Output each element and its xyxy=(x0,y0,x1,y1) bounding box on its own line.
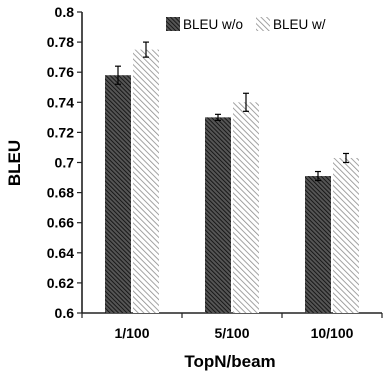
x-tick-label: 5/100 xyxy=(214,325,249,341)
error-bar xyxy=(343,152,349,164)
legend: BLEU w/o BLEU w/ xyxy=(166,17,326,32)
y-tick-label: 0.6 xyxy=(55,305,75,321)
y-tick-label: 0.64 xyxy=(47,245,74,261)
y-axis-title: BLEU xyxy=(5,140,24,186)
error-bar xyxy=(115,65,121,85)
error-bar xyxy=(143,41,149,58)
y-tick-label: 0.68 xyxy=(47,185,74,201)
x-axis: 1/100 5/100 10/100 xyxy=(81,312,383,341)
y-tick-label: 0.62 xyxy=(47,275,74,291)
bar-bleu-with xyxy=(133,49,159,313)
error-bars xyxy=(115,41,349,182)
legend-swatch-bleu-without xyxy=(166,17,180,31)
bars xyxy=(105,49,359,314)
legend-swatch-bleu-with xyxy=(256,17,270,31)
bar-bleu-without xyxy=(205,117,231,313)
y-tick-label: 0.76 xyxy=(47,64,74,80)
bar-bleu-without xyxy=(305,176,331,313)
legend-label-bleu-with: BLEU w/ xyxy=(273,17,326,32)
error-bar xyxy=(215,113,221,121)
x-axis-title: TopN/beam xyxy=(184,352,275,371)
y-tick-label: 0.8 xyxy=(55,4,75,20)
y-axis: 0.6 0.62 0.64 0.66 0.68 0.7 0.72 0.74 0.76 0.78 0.… xyxy=(47,4,83,321)
error-bar xyxy=(315,170,321,182)
y-tick-label: 0.78 xyxy=(47,34,74,50)
bar-bleu-with xyxy=(333,157,359,313)
bar-bleu-without xyxy=(105,75,131,314)
y-tick-label: 0.66 xyxy=(47,215,74,231)
x-tick-label: 1/100 xyxy=(114,325,149,341)
y-tick-label: 0.72 xyxy=(47,124,74,140)
legend-label-bleu-without: BLEU w/o xyxy=(183,17,243,32)
bar-bleu-with xyxy=(233,102,259,313)
error-bar xyxy=(243,92,249,112)
x-tick-label: 10/100 xyxy=(311,325,354,341)
y-tick-label: 0.7 xyxy=(55,155,75,171)
y-tick-label: 0.74 xyxy=(47,94,74,110)
